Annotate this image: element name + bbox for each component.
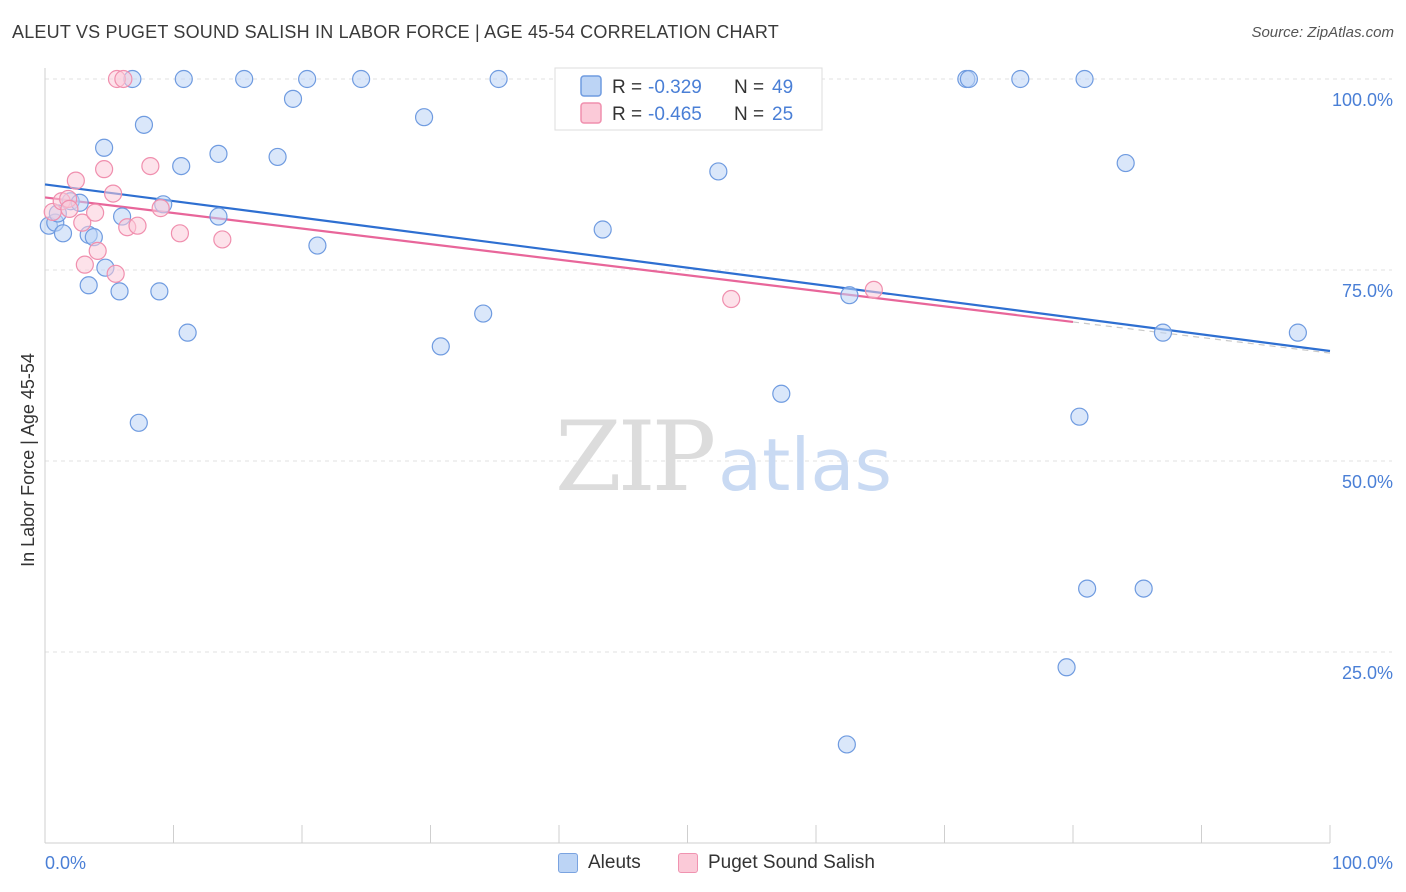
legend-swatch-aleuts [558,853,578,873]
point-puget-sound-salish [60,199,79,218]
watermark-zip: ZIP [555,401,714,513]
point-aleuts [1288,323,1307,342]
y-tick-label: 25.0% [1342,663,1393,683]
point-aleuts [235,69,254,89]
point-aleuts [837,735,856,754]
watermark: ZIP atlas [555,401,892,513]
point-puget-sound-salish [86,203,105,222]
point-puget-sound-salish [75,255,94,274]
point-puget-sound-salish [213,230,232,249]
point-puget-sound-salish [66,171,85,190]
point-aleuts [474,304,493,323]
point-puget-sound-salish [128,216,147,235]
point-aleuts [431,337,450,356]
y-tick-label: 50.0% [1342,472,1393,492]
trend-line-puget-sound-salish [44,196,1074,324]
point-aleuts [840,286,859,305]
legend-label-aleuts: Aleuts [588,852,641,873]
point-aleuts [1011,69,1030,89]
point-aleuts [593,220,612,239]
point-aleuts [352,69,371,89]
y-tick-label: 75.0% [1342,281,1393,301]
trend-layer [44,183,1331,354]
axes-layer: 0.0% 100.0% [44,68,1393,873]
stats-swatch [580,102,602,124]
stats-r-value: -0.329 [648,77,702,98]
point-puget-sound-salish [722,289,741,309]
x-tick-label-max: 100.0% [1332,853,1393,873]
point-aleuts [709,162,728,181]
point-aleuts [414,108,434,127]
y-tick-label: 100.0% [1332,90,1393,110]
point-aleuts [150,282,169,301]
legend-item-puget-sound-salish: Puget Sound Salish [678,852,875,874]
legend-label-puget-sound-salish: Puget Sound Salish [708,852,875,873]
point-aleuts [283,89,303,108]
point-aleuts [174,69,193,89]
point-aleuts [172,156,191,176]
point-puget-sound-salish [95,160,114,179]
point-aleuts [1070,407,1089,426]
point-aleuts [134,115,154,134]
point-aleuts [489,69,508,89]
point-puget-sound-salish [104,184,123,203]
point-aleuts [1057,658,1076,677]
point-aleuts [79,276,98,295]
legend-swatch-puget-sound-salish [678,853,698,873]
point-puget-sound-salish [170,224,190,243]
stats-n-value: 25 [772,104,793,125]
point-aleuts [209,207,228,226]
point-aleuts [1116,153,1135,173]
point-puget-sound-salish [106,264,125,283]
point-aleuts [772,384,791,403]
point-aleuts [308,236,327,255]
stats-n-label: N = [734,77,764,98]
point-aleuts [129,413,148,432]
point-aleuts [268,147,287,167]
point-aleuts [1134,579,1153,598]
source-label: Source: ZipAtlas.com [1251,24,1394,41]
legend-item-aleuts: Aleuts [558,852,641,874]
point-aleuts [1075,69,1094,89]
watermark-atlas: atlas [718,423,892,507]
grid-layer: 25.0% 50.0% 75.0% 100.0% [45,78,1393,683]
stats-swatch [580,75,602,97]
point-aleuts [298,69,317,89]
stats-n-label: N = [734,104,764,125]
chart-title: ALEUT VS PUGET SOUND SALISH IN LABOR FOR… [12,22,779,42]
point-aleuts [53,224,73,243]
point-aleuts [178,323,197,342]
point-puget-sound-salish [141,156,160,176]
point-puget-sound-salish [114,69,133,89]
point-aleuts [1153,323,1173,342]
point-puget-sound-salish [864,280,883,299]
stats-r-label: R = [612,77,642,98]
legend: Aleuts Puget Sound Salish [0,850,1406,880]
point-puget-sound-salish [151,199,170,218]
stats-r-value: -0.465 [648,104,702,125]
point-aleuts [95,138,114,157]
stats-n-value: 49 [772,77,793,98]
stats-r-label: R = [612,104,642,125]
point-aleuts [209,144,228,163]
y-axis-label: In Labor Force | Age 45-54 [18,353,38,567]
point-aleuts [110,282,129,301]
x-tick-label-min: 0.0% [45,853,86,873]
stats-box: R = -0.329 N = 49 R = -0.465 N = 25 [554,67,823,131]
point-puget-sound-salish [88,241,107,260]
trend-line-aleuts [44,183,1331,353]
point-aleuts [959,69,979,89]
point-aleuts [1078,579,1097,598]
point-puget-sound-salish [73,213,92,232]
